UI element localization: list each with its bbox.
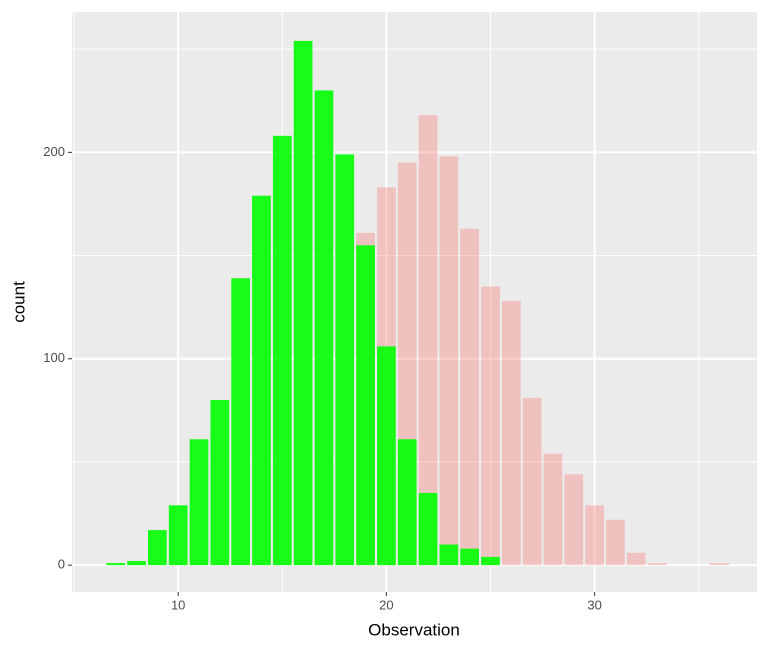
bar [293,40,313,566]
x-tick-label: 20 [379,597,393,612]
bar [252,195,271,566]
bar [335,154,355,566]
bar [189,439,209,566]
y-tick-label: 100 [43,350,65,365]
bar [439,156,459,566]
bar [606,519,625,566]
bar [314,90,334,566]
bar [397,439,417,566]
bar [647,563,667,566]
bar [272,135,292,566]
y-tick-label: 200 [43,144,65,159]
x-tick-label: 30 [587,597,601,612]
bar [147,530,167,566]
bar [418,115,438,566]
bar [356,245,375,566]
bar [522,397,542,566]
bar [460,548,480,566]
bar [543,453,563,566]
bar [377,346,396,566]
y-tick-label: 0 [58,557,65,572]
bar [418,492,438,566]
bar [127,561,146,566]
bar [481,556,500,566]
x-axis-title: Observation [368,620,460,639]
bar [106,563,126,566]
bar [564,474,584,566]
y-axis-title: count [9,281,28,323]
bar [231,278,251,566]
bar [585,505,604,566]
bar [168,505,188,566]
bar [710,563,729,566]
bar [481,286,500,566]
bar [460,228,480,566]
bar [439,544,459,566]
bar [501,300,521,566]
bar [210,400,230,566]
x-tick-label: 10 [171,597,185,612]
bar [626,552,646,566]
